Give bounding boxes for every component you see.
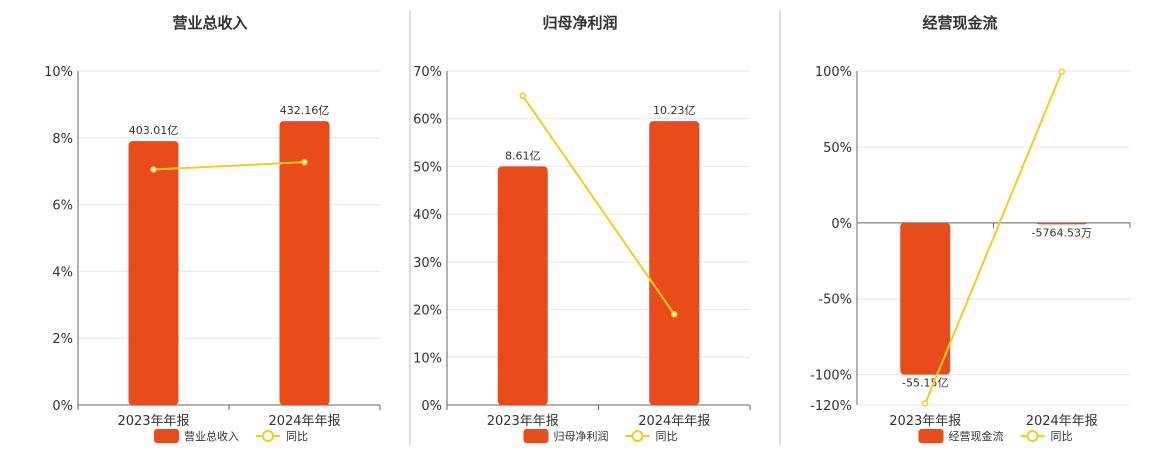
bar (128, 141, 179, 405)
x-tick-label: 2024年年报 (1026, 414, 1098, 429)
yoy-point (1058, 68, 1065, 76)
y-tick-label: 60% (413, 113, 442, 128)
bar-data-label: 10.23亿 (653, 104, 696, 117)
bar (649, 121, 700, 405)
bar-data-label: -55.15亿 (902, 377, 948, 390)
legend-label: 归母净利润 (554, 429, 609, 443)
x-tick-label: 2024年年报 (268, 414, 340, 429)
legend-label: 同比 (1051, 430, 1073, 443)
legend-bar-swatch (154, 429, 179, 443)
legend-line-marker (262, 430, 274, 442)
y-tick-label: 4% (52, 265, 73, 280)
legend-line-marker (631, 430, 644, 442)
yoy-point (519, 92, 526, 100)
yoy-line (924, 71, 1063, 404)
x-tick-label: 2023年年报 (117, 414, 189, 429)
y-tick-label: 0% (52, 399, 73, 414)
x-tick-label: 2024年年报 (638, 414, 710, 429)
legend-bar-swatch (918, 429, 944, 443)
bar-data-label: 8.61亿 (505, 149, 541, 162)
legend-label: 营业总收入 (184, 429, 239, 443)
chart-title: 归母净利润 (542, 14, 617, 32)
yoy-point (150, 166, 157, 173)
bar (497, 166, 548, 405)
y-tick-label: 40% (413, 208, 442, 223)
x-tick-label: 2023年年报 (487, 414, 559, 429)
chart-title: 营业总收入 (172, 14, 247, 32)
bar (900, 222, 951, 375)
legend-label: 同比 (656, 430, 678, 443)
y-tick-label: 20% (413, 304, 442, 319)
yoy-point (671, 311, 678, 318)
y-tick-label: 2% (52, 332, 73, 347)
yoy-point (301, 158, 308, 166)
y-tick-label: 70% (413, 65, 442, 80)
legend-label: 同比 (286, 430, 308, 443)
legend-bar-swatch (523, 429, 549, 443)
y-tick-label: 50% (823, 141, 852, 156)
chart-title: 经营现金流 (922, 14, 997, 32)
y-tick-label: 100% (815, 65, 852, 80)
y-tick-label: 6% (52, 199, 73, 214)
y-tick-label: 8% (52, 132, 73, 147)
x-tick-label: 2023年年报 (889, 414, 961, 429)
legend-label: 经营现金流 (949, 429, 1004, 443)
bar-data-label: 432.16亿 (280, 104, 330, 117)
bar (279, 121, 330, 405)
y-tick-label: 10% (44, 65, 73, 80)
yoy-line (521, 95, 676, 315)
legend-line-marker (1026, 430, 1039, 442)
y-tick-label: 10% (413, 351, 442, 366)
bar (1036, 222, 1087, 225)
y-tick-label: 50% (413, 160, 442, 175)
y-tick-label: -120% (810, 399, 852, 414)
bar-data-label: -5764.53万 (1032, 226, 1092, 239)
y-tick-label: 0% (421, 399, 442, 414)
yoy-line (153, 161, 305, 171)
yoy-point (922, 400, 929, 407)
y-tick-label: 30% (413, 256, 442, 271)
y-tick-label: -50% (818, 293, 852, 308)
bar-data-label: 403.01亿 (129, 124, 179, 137)
y-tick-label: 0% (831, 217, 852, 232)
y-tick-label: -100% (810, 369, 852, 384)
